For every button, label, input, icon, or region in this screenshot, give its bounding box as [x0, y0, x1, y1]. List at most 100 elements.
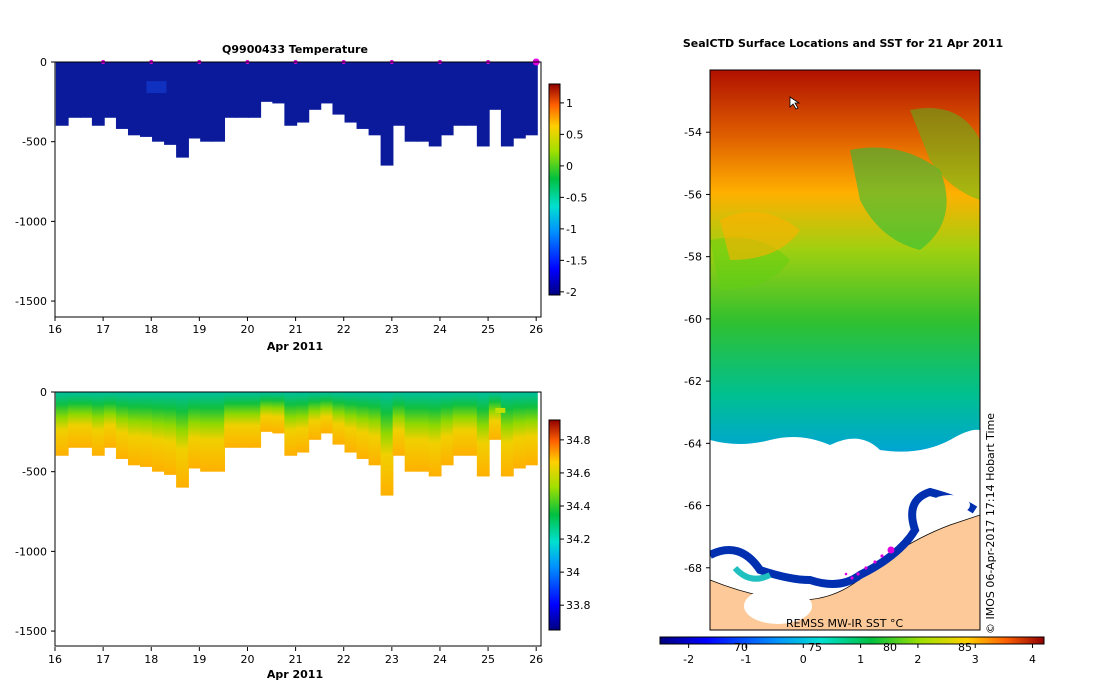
salinity-profile	[416, 392, 430, 472]
temperature-profile	[392, 62, 406, 126]
salinity-profile	[91, 392, 105, 456]
salinity-profile	[200, 392, 213, 472]
salinity-profile	[404, 392, 418, 472]
sst-field: REMSS MW-IR SST °C	[710, 70, 980, 630]
colorbar-tick-label: 1	[566, 97, 573, 110]
x-tick-label: 20	[240, 323, 254, 336]
salinity-profile	[188, 392, 201, 469]
temperature-patch	[146, 81, 167, 94]
x-tick-label: 19	[192, 653, 206, 666]
x-tick-label: 25	[481, 653, 495, 666]
map-frame	[709, 69, 981, 631]
x-tick-label: 22	[337, 653, 351, 666]
y-tick-label: -500	[22, 466, 47, 479]
sst-map-panel: SealCTD Surface Locations and SST for 21…	[659, 37, 1045, 666]
colorbar-tick-label: 34.2	[566, 533, 591, 546]
colorbar-tick-label: 34.8	[566, 434, 591, 447]
temperature-profile	[164, 62, 177, 145]
salinity-profile	[152, 392, 165, 472]
temperature-profile	[500, 62, 514, 147]
salinity-profile	[224, 392, 238, 448]
salinity-profile	[308, 392, 322, 440]
salinity-panel: 0 -500 -1000 -1500 16 17 18 19 20 21 22 23 24 25 26 A…	[15, 386, 590, 681]
salinity-profile	[368, 392, 382, 466]
temperature-profile	[103, 62, 117, 118]
temperature-profile	[260, 62, 274, 102]
temperature-profile	[236, 62, 250, 118]
salinity-colorbar-ticks: 34.8 34.6 34.4 34.2 34 33.8	[560, 434, 591, 612]
temperature-profile	[428, 62, 442, 147]
x-tick-label: 19	[192, 323, 206, 336]
x-tick-label: 21	[289, 653, 303, 666]
x-tick-label: 20	[240, 653, 254, 666]
x-tick-label: 21	[289, 323, 303, 336]
x-tick-label: 17	[96, 323, 110, 336]
lat-tick-label: -64	[684, 437, 702, 450]
salinity-profile	[440, 392, 454, 466]
map-longitude-labels: 70 75 80 85	[734, 641, 972, 654]
colorbar-tick-label: 0	[566, 160, 573, 173]
colorbar-tick-label: -2	[566, 286, 577, 299]
colorbar-tick-label: 0.5	[566, 128, 584, 141]
x-tick-label: 23	[385, 653, 399, 666]
x-tick-label: 16	[48, 653, 62, 666]
salinity-profile	[248, 392, 262, 448]
colorbar-tick-label: 34.4	[566, 500, 591, 513]
temperature-profile	[272, 62, 286, 104]
y-tick-label: -1000	[15, 215, 47, 228]
salinity-profile	[103, 392, 117, 448]
temperature-profile	[91, 62, 105, 126]
colorbar-tick-label: 34	[566, 566, 580, 579]
y-tick-label: 0	[40, 56, 47, 69]
sst-colorbar-tick-label: 4	[1029, 653, 1036, 666]
map-title: SealCTD Surface Locations and SST for 21…	[683, 37, 1003, 50]
salinity-profiles	[55, 392, 538, 496]
x-tick-label: 26	[529, 323, 543, 336]
lat-tick-label: -54	[684, 126, 702, 139]
salinity-colorbar	[548, 419, 561, 631]
salinity-profile	[272, 392, 286, 434]
x-tick-label: 22	[337, 323, 351, 336]
temperature-profile	[452, 62, 466, 126]
lat-tick-label: -62	[684, 375, 702, 388]
salinity-profile	[127, 392, 141, 466]
sst-colorbar-tick-label: -2	[683, 653, 694, 666]
lon-label: 80	[883, 641, 897, 654]
x-tick-label: 23	[385, 323, 399, 336]
salinity-profile	[332, 392, 346, 445]
salinity-profile	[176, 392, 189, 488]
temperature-profile	[296, 62, 310, 123]
x-tick-label: 25	[481, 323, 495, 336]
temperature-profile	[308, 62, 322, 110]
temperature-profile	[188, 62, 201, 139]
lon-label: 75	[808, 641, 822, 654]
temperature-profile	[320, 62, 334, 104]
cursor-arrow-icon	[789, 96, 801, 110]
salinity-profile	[115, 392, 129, 459]
temperature-profile	[404, 62, 418, 142]
temperature-x-axis: 16 17 18 19 20 21 22 23 24 25 26	[48, 317, 543, 336]
temperature-profile	[176, 62, 189, 158]
salinity-profile	[212, 392, 226, 472]
y-tick-label: -1000	[15, 545, 47, 558]
x-tick-label: 17	[96, 653, 110, 666]
temperature-profile	[476, 62, 490, 147]
seal-track-points	[844, 546, 895, 580]
salinity-profile	[344, 392, 358, 453]
salinity-x-axis: 16 17 18 19 20 21 22 23 24 25 26	[48, 647, 543, 666]
salinity-profile	[284, 392, 298, 456]
salinity-profile	[464, 392, 478, 456]
data-source-label: REMSS MW-IR SST °C	[786, 617, 904, 630]
temperature-profile	[356, 62, 370, 129]
temperature-profile	[115, 62, 129, 129]
sst-colorbar-tick-label: -1	[740, 653, 751, 666]
y-tick-label: -1500	[15, 625, 47, 638]
sst-colorbar	[659, 636, 1045, 645]
lat-tick-label: -60	[684, 313, 702, 326]
y-tick-label: 0	[40, 386, 47, 399]
temperature-colorbar	[548, 83, 561, 296]
salinity-profile	[380, 392, 394, 496]
salinity-profile	[79, 392, 93, 448]
temperature-axes-frame	[54, 61, 542, 318]
